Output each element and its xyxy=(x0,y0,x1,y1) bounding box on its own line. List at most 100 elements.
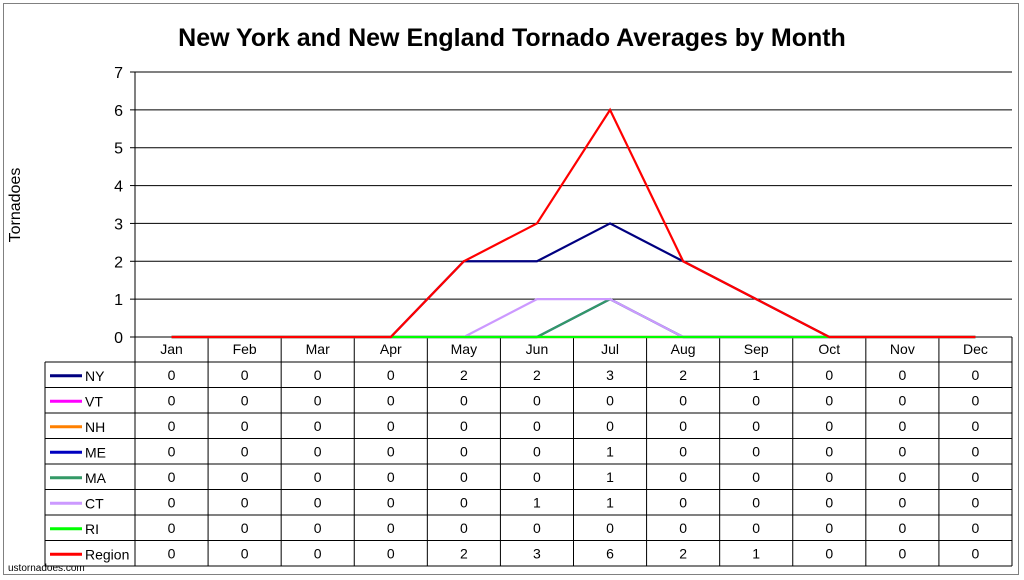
data-table-cell: 0 xyxy=(898,520,906,536)
data-table-cell: 0 xyxy=(460,469,468,485)
y-tick-label: 5 xyxy=(114,141,123,158)
data-table-cell: 0 xyxy=(314,367,322,383)
data-table-cell: 0 xyxy=(168,520,176,536)
data-table-cell: 0 xyxy=(314,392,322,408)
data-table-cell: 0 xyxy=(387,494,395,510)
x-tick-label: Jan xyxy=(160,341,183,357)
data-table-cell: 0 xyxy=(972,545,980,561)
x-tick-label: Nov xyxy=(890,341,915,357)
data-table-cell: 0 xyxy=(168,494,176,510)
legend-label: NH xyxy=(85,419,105,435)
data-table-cell: 0 xyxy=(168,418,176,434)
data-table-cell: 0 xyxy=(972,392,980,408)
data-table-cell: 0 xyxy=(387,418,395,434)
x-tick-label: Jun xyxy=(526,341,549,357)
y-tick-label: 4 xyxy=(114,179,123,196)
data-table-cell: 0 xyxy=(241,494,249,510)
data-table-cell: 3 xyxy=(606,367,614,383)
data-table-cell: 0 xyxy=(972,443,980,459)
y-tick-label: 1 xyxy=(114,292,123,309)
data-table-cell: 0 xyxy=(460,520,468,536)
data-table-cell: 1 xyxy=(606,443,614,459)
data-table-cell: 0 xyxy=(387,443,395,459)
data-table-cell: 0 xyxy=(972,520,980,536)
legend-label: NY xyxy=(85,368,105,384)
y-tick-label: 2 xyxy=(114,254,123,271)
data-table-cell: 0 xyxy=(825,545,833,561)
legend-label: MA xyxy=(85,470,107,486)
data-table-cell: 0 xyxy=(387,469,395,485)
chart-title: New York and New England Tornado Average… xyxy=(178,24,846,52)
y-tick-label: 6 xyxy=(114,103,123,120)
data-table-cell: 0 xyxy=(606,520,614,536)
data-table-cell: 0 xyxy=(752,443,760,459)
data-table-cell: 0 xyxy=(460,494,468,510)
data-table-cell: 0 xyxy=(460,418,468,434)
data-table-cell: 0 xyxy=(679,443,687,459)
data-table-cell: 0 xyxy=(314,443,322,459)
data-table-cell: 0 xyxy=(752,469,760,485)
data-table-cell: 0 xyxy=(972,367,980,383)
data-table-cell: 0 xyxy=(168,443,176,459)
data-table-cell: 3 xyxy=(533,545,541,561)
data-table-cell: 0 xyxy=(825,494,833,510)
data-table-cell: 0 xyxy=(387,367,395,383)
data-table-cell: 0 xyxy=(314,520,322,536)
legend-label: VT xyxy=(85,393,103,409)
data-table-cell: 0 xyxy=(387,392,395,408)
data-table-cell: 0 xyxy=(533,392,541,408)
x-tick-label: Jul xyxy=(601,341,619,357)
data-table-cell: 0 xyxy=(825,520,833,536)
x-tick-label: Sep xyxy=(744,341,769,357)
data-table-cell: 0 xyxy=(679,392,687,408)
data-table-cell: 0 xyxy=(168,367,176,383)
data-table-cell: 1 xyxy=(533,494,541,510)
data-table-cell: 0 xyxy=(825,392,833,408)
data-table-cell: 0 xyxy=(752,392,760,408)
legend-label: ME xyxy=(85,444,106,460)
data-table-cell: 0 xyxy=(972,418,980,434)
data-table-cell: 0 xyxy=(972,469,980,485)
data-table-cell: 2 xyxy=(460,545,468,561)
series-line xyxy=(171,107,976,339)
legend-label: Region xyxy=(85,546,129,562)
data-table-cell: 0 xyxy=(898,418,906,434)
data-table-cell: 0 xyxy=(533,520,541,536)
data-table-cell: 2 xyxy=(533,367,541,383)
data-table-cell: 0 xyxy=(387,520,395,536)
x-tick-label: Apr xyxy=(380,341,402,357)
data-table-cell: 2 xyxy=(460,367,468,383)
x-tick-label: Dec xyxy=(963,341,988,357)
source-credit: ustornadoes.com xyxy=(8,563,85,574)
data-table-cell: 0 xyxy=(898,469,906,485)
legend-label: RI xyxy=(85,521,99,537)
data-table-cell: 0 xyxy=(679,520,687,536)
x-tick-label: Mar xyxy=(306,341,330,357)
data-table-cell: 0 xyxy=(752,520,760,536)
data-table-cell: 0 xyxy=(825,367,833,383)
data-table-cell: 0 xyxy=(533,418,541,434)
data-table-cell: 1 xyxy=(752,545,760,561)
data-table-cell: 0 xyxy=(168,469,176,485)
data-table-cell: 0 xyxy=(898,443,906,459)
x-tick-label: May xyxy=(451,341,477,357)
data-table-cell: 0 xyxy=(241,469,249,485)
data-table-cell: 0 xyxy=(241,520,249,536)
data-table-cell: 0 xyxy=(679,418,687,434)
series-line xyxy=(171,297,976,339)
y-tick-label: 7 xyxy=(114,65,123,82)
series-line xyxy=(171,222,976,339)
x-tick-label: Oct xyxy=(818,341,840,357)
y-tick-label: 3 xyxy=(114,216,123,233)
data-table-cell: 0 xyxy=(825,469,833,485)
data-table-cell: 2 xyxy=(679,367,687,383)
data-table-cell: 0 xyxy=(314,494,322,510)
data-table-cell: 0 xyxy=(168,545,176,561)
data-table-cell: 1 xyxy=(606,469,614,485)
data-table-cell: 0 xyxy=(752,418,760,434)
data-table-cell: 0 xyxy=(752,494,760,510)
chart-frame xyxy=(3,3,1019,575)
data-table-cell: 0 xyxy=(606,392,614,408)
legend-label: CT xyxy=(85,495,104,511)
